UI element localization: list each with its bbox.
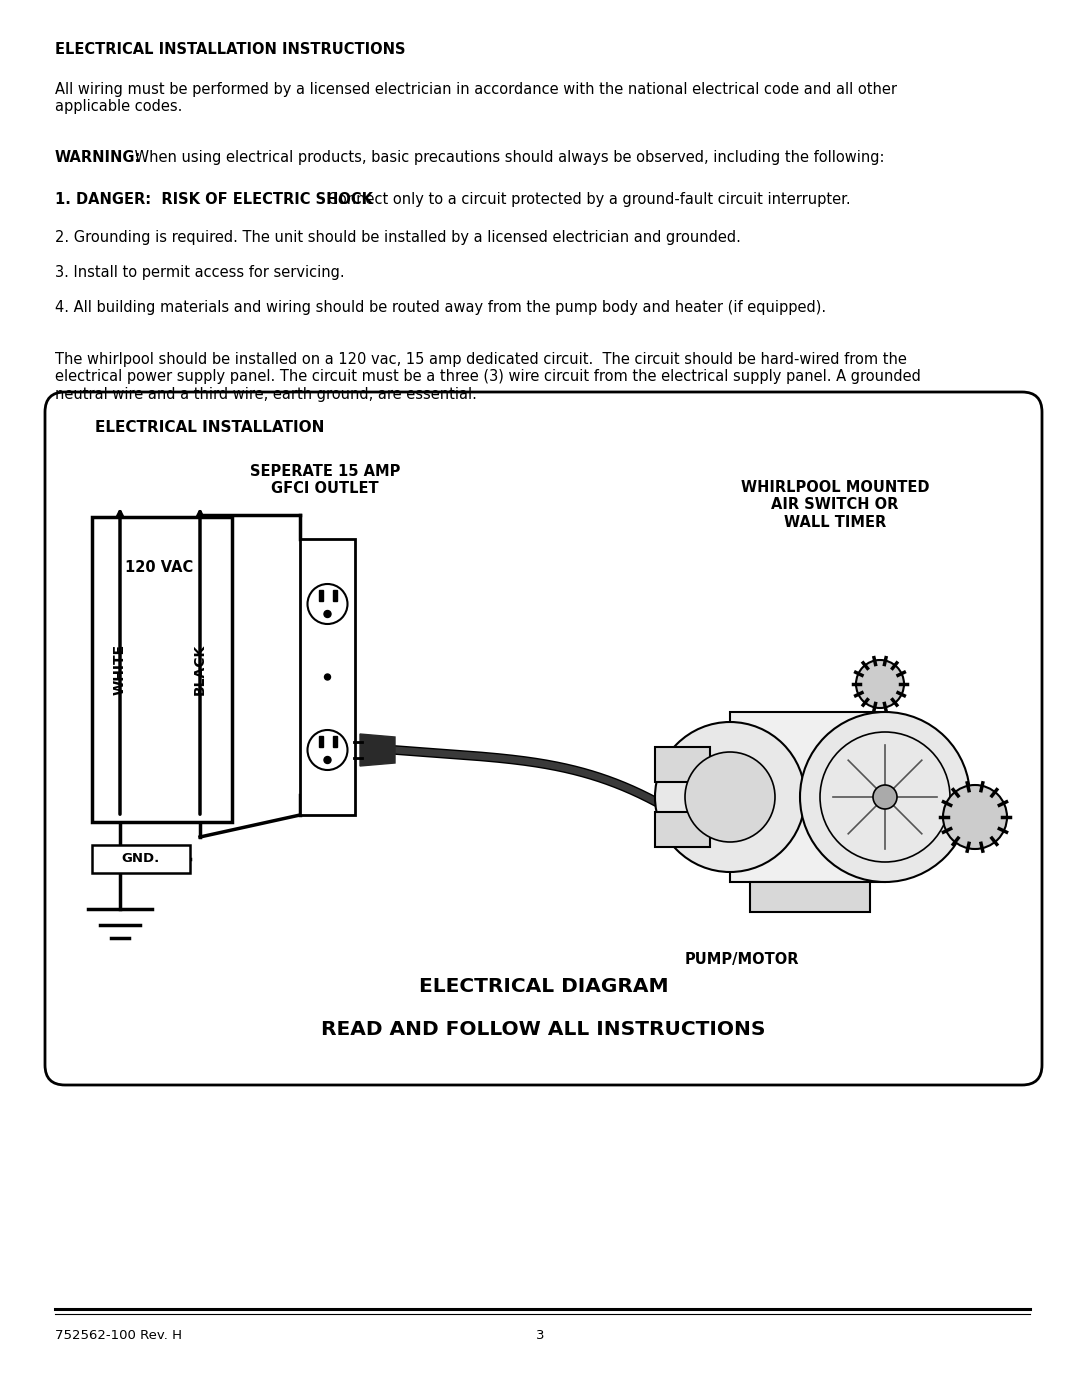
Text: All wiring must be performed by a licensed electrician in accordance with the na: All wiring must be performed by a licens… xyxy=(55,82,897,115)
Bar xyxy=(730,712,885,882)
Circle shape xyxy=(873,785,897,809)
Bar xyxy=(319,590,323,601)
Circle shape xyxy=(800,712,970,882)
Text: WHITE: WHITE xyxy=(113,644,127,696)
Bar xyxy=(333,590,337,601)
Bar xyxy=(654,812,710,847)
Bar xyxy=(92,517,232,821)
Text: READ AND FOLLOW ALL INSTRUCTIONS: READ AND FOLLOW ALL INSTRUCTIONS xyxy=(321,1020,766,1039)
Text: BLACK: BLACK xyxy=(193,644,207,696)
Text: 120 VAC: 120 VAC xyxy=(125,560,193,576)
Text: 3: 3 xyxy=(536,1329,544,1343)
Bar xyxy=(333,736,337,747)
Text: 752562-100 Rev. H: 752562-100 Rev. H xyxy=(55,1329,183,1343)
Text: ELECTRICAL DIAGRAM: ELECTRICAL DIAGRAM xyxy=(419,977,669,996)
Text: 3. Install to permit access for servicing.: 3. Install to permit access for servicin… xyxy=(55,265,345,279)
FancyBboxPatch shape xyxy=(45,393,1042,1085)
Circle shape xyxy=(856,659,904,708)
Bar xyxy=(750,882,870,912)
Text: WARNING:: WARNING: xyxy=(55,149,141,165)
Text: 4. All building materials and wiring should be routed away from the pump body an: 4. All building materials and wiring sho… xyxy=(55,300,826,314)
Text: SEPERATE 15 AMP
GFCI OUTLET: SEPERATE 15 AMP GFCI OUTLET xyxy=(249,464,401,496)
Bar xyxy=(654,747,710,782)
Circle shape xyxy=(685,752,775,842)
Circle shape xyxy=(324,673,330,680)
Bar xyxy=(319,736,323,747)
Text: ELECTRICAL INSTALLATION: ELECTRICAL INSTALLATION xyxy=(95,420,324,434)
Circle shape xyxy=(943,785,1007,849)
Text: When using electrical products, basic precautions should always be observed, inc: When using electrical products, basic pr… xyxy=(130,149,885,165)
Bar xyxy=(92,845,190,873)
Text: 2. Grounding is required. The unit should be installed by a licensed electrician: 2. Grounding is required. The unit shoul… xyxy=(55,231,741,244)
Text: WHIRLPOOL MOUNTED
AIR SWITCH OR
WALL TIMER: WHIRLPOOL MOUNTED AIR SWITCH OR WALL TIM… xyxy=(741,481,929,529)
Polygon shape xyxy=(360,733,395,766)
Text: Connect only to a circuit protected by a ground-fault circuit interrupter.: Connect only to a circuit protected by a… xyxy=(323,191,851,207)
Circle shape xyxy=(654,722,805,872)
Text: PUMP/MOTOR: PUMP/MOTOR xyxy=(685,951,799,967)
Text: ELECTRICAL INSTALLATION INSTRUCTIONS: ELECTRICAL INSTALLATION INSTRUCTIONS xyxy=(55,42,405,57)
Circle shape xyxy=(324,757,330,764)
Circle shape xyxy=(324,610,330,617)
Text: The whirlpool should be installed on a 120 vac, 15 amp dedicated circuit.  The c: The whirlpool should be installed on a 1… xyxy=(55,352,921,402)
Bar xyxy=(300,539,355,814)
Text: 1. DANGER:  RISK OF ELECTRIC SHOCK: 1. DANGER: RISK OF ELECTRIC SHOCK xyxy=(55,191,373,207)
Text: GND.: GND. xyxy=(122,852,160,866)
